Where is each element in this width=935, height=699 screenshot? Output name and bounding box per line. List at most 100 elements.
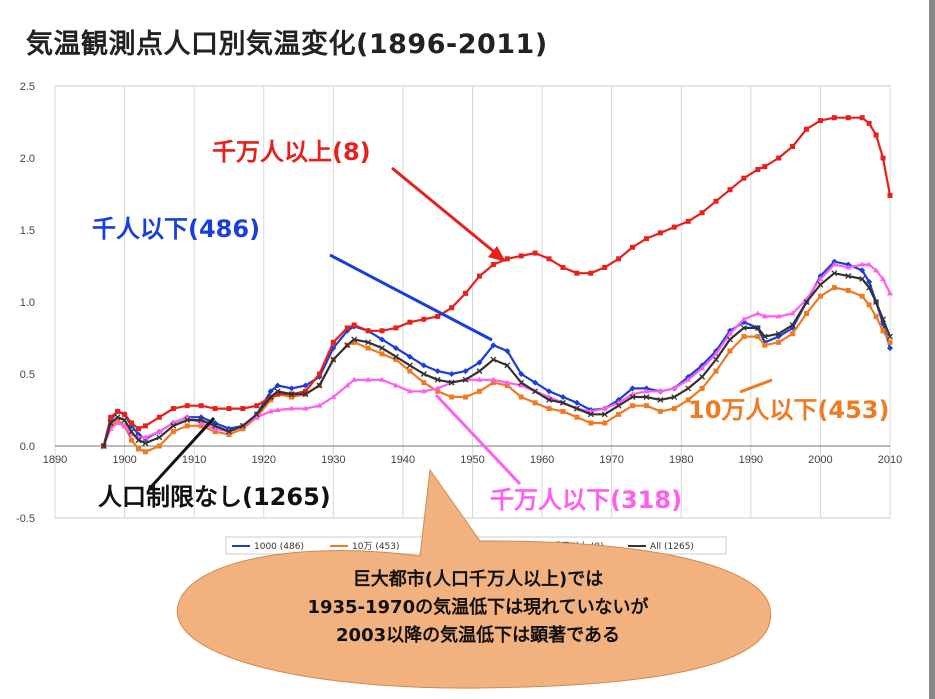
series-marker — [518, 379, 525, 386]
series-marker — [887, 333, 893, 340]
x-tick-label: 1890 — [43, 454, 67, 466]
series-marker — [274, 407, 281, 412]
series-marker — [887, 345, 893, 352]
series-marker — [462, 376, 469, 383]
series-marker — [156, 434, 163, 441]
series-marker — [156, 428, 163, 434]
series-marker — [741, 175, 747, 181]
series-marker — [685, 397, 691, 403]
series-marker — [392, 353, 399, 360]
series-marker — [351, 336, 358, 343]
series-marker — [643, 388, 650, 394]
series-marker — [775, 313, 782, 319]
series-marker — [643, 403, 649, 409]
series-marker — [267, 394, 274, 400]
series-marker — [574, 414, 580, 420]
series-marker — [253, 411, 260, 418]
series-marker — [434, 368, 441, 375]
annotation-sennin-ika: 千人以下(486) — [92, 215, 260, 243]
series-marker — [267, 408, 274, 414]
series-marker — [129, 437, 135, 443]
series-marker — [685, 218, 691, 224]
series-marker — [518, 394, 524, 400]
series-marker — [790, 143, 796, 149]
series-marker — [121, 417, 128, 424]
legend-entry: 1000 (486) — [254, 542, 304, 552]
series-marker — [225, 428, 232, 435]
x-tick-label: 1980 — [669, 454, 693, 466]
series-marker — [866, 278, 873, 285]
series-marker — [476, 376, 483, 382]
series-marker — [504, 383, 510, 389]
series-marker — [776, 339, 782, 345]
series-marker — [114, 414, 121, 421]
series-marker — [226, 406, 232, 412]
annotation-juman-ika: 10万人以下(453) — [688, 396, 889, 424]
series-marker — [790, 331, 796, 337]
series-marker — [406, 388, 413, 394]
series-marker — [699, 373, 706, 380]
series-marker — [727, 187, 733, 193]
series-marker — [866, 302, 872, 308]
series-marker — [587, 411, 594, 418]
series-marker — [434, 376, 441, 383]
series-marker — [170, 406, 176, 412]
series-marker — [574, 270, 580, 276]
arrow-senman-ika — [434, 393, 522, 486]
series-marker — [657, 230, 663, 236]
series-marker — [699, 385, 705, 391]
series-marker — [657, 396, 664, 403]
series-marker — [532, 250, 538, 256]
series-marker — [755, 334, 761, 340]
series-marker — [351, 322, 357, 328]
series-marker — [685, 376, 692, 382]
series-marker — [490, 342, 497, 349]
series-marker — [873, 132, 879, 138]
series-marker — [880, 328, 886, 334]
x-tick-label: 1930 — [321, 454, 345, 466]
series-marker — [275, 391, 281, 397]
series-marker — [114, 419, 121, 425]
series-marker — [490, 356, 497, 363]
series-marker — [392, 345, 399, 352]
series-marker — [142, 449, 148, 455]
series-marker — [880, 316, 887, 323]
series-marker — [100, 443, 107, 449]
series-marker — [615, 402, 622, 409]
bubble-line-2: 1935-1970の気温低下は現れていないが — [307, 596, 648, 618]
callout-bubble: 巨大都市(人口千万人以上)では 1935-1970の気温低下は現れていないが 2… — [176, 468, 772, 689]
series-marker — [136, 446, 141, 452]
series-marker — [532, 379, 539, 386]
series-marker — [435, 313, 441, 319]
y-tick-label: 0.5 — [20, 369, 35, 381]
series-marker — [330, 356, 337, 363]
series-marker — [859, 267, 866, 274]
series-marker — [344, 325, 350, 331]
series-marker — [873, 299, 880, 305]
series-marker — [156, 414, 162, 420]
series-marker — [880, 155, 886, 161]
series-marker — [804, 311, 809, 317]
series-marker — [108, 414, 114, 420]
series-marker — [476, 359, 483, 366]
x-tick-label: 1910 — [182, 454, 206, 466]
series-marker — [518, 253, 524, 259]
series-marker — [602, 264, 608, 270]
arrow-seigen-nashi — [148, 416, 216, 490]
series-marker — [859, 276, 866, 282]
series-marker — [546, 396, 553, 403]
series-marker — [789, 310, 796, 316]
annotation-seigen-nashi: 人口制限なし(1265) — [98, 483, 331, 511]
annotation-senman-ijo: 千万人以上(8) — [212, 138, 371, 166]
series-marker — [156, 443, 162, 449]
series-marker — [831, 261, 838, 267]
series-marker — [643, 236, 649, 242]
y-tick-label: 0.0 — [20, 441, 35, 453]
series-marker — [115, 408, 121, 414]
series-marker — [420, 371, 427, 377]
series-marker — [789, 322, 796, 328]
series-marker — [713, 198, 719, 204]
series-marker — [393, 357, 399, 363]
series-marker — [449, 305, 455, 311]
